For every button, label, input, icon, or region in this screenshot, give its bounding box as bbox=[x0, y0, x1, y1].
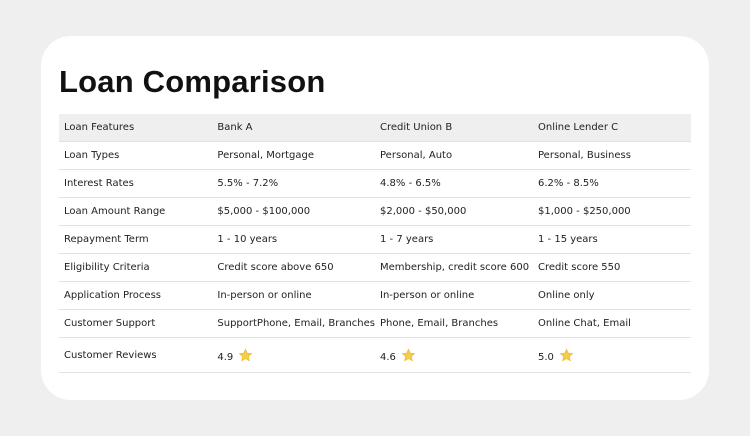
table-body: Loan Types Personal, Mortgage Personal, Au… bbox=[59, 141, 691, 373]
cell-text: 4.8% - 6.5% bbox=[380, 178, 441, 189]
cell-text: Membership, credit score 600 bbox=[380, 262, 530, 273]
table-cell: Personal, Mortgage bbox=[212, 141, 375, 170]
cell-text: 1 - 10 years bbox=[217, 234, 278, 245]
column-header: Loan Features bbox=[59, 114, 213, 142]
cell-text: 6.2% - 8.5% bbox=[538, 178, 599, 189]
table-cell: Customer Support bbox=[59, 309, 213, 338]
table-cell: Loan Types bbox=[59, 141, 213, 170]
table-cell: In-person or online bbox=[375, 281, 533, 310]
cell-text: Online Chat, Email bbox=[538, 318, 631, 329]
cell-text: $5,000 - $100,000 bbox=[217, 206, 311, 217]
table-cell: In-person or online bbox=[212, 281, 375, 310]
table-cell: Membership, credit score 600 bbox=[375, 253, 533, 282]
table-cell: Personal, Business bbox=[533, 141, 691, 170]
table-cell: 6.2% - 8.5% bbox=[533, 169, 691, 198]
column-header: Online Lender C bbox=[533, 114, 691, 142]
table-cell: $1,000 - $250,000 bbox=[533, 197, 691, 226]
table-cell: Credit score 550 bbox=[533, 253, 691, 282]
table-cell: 1 - 10 years bbox=[212, 225, 375, 254]
comparison-table: Loan Features Bank A Credit Union B Online … bbox=[59, 114, 691, 373]
table-cell: Loan Amount Range bbox=[59, 197, 213, 226]
cell-text: Personal, Business bbox=[538, 150, 631, 161]
column-header: Bank A bbox=[212, 114, 375, 142]
cell-text: In-person or online bbox=[217, 290, 312, 301]
table-row: Interest Rates 5.5% - 7.2% 4.8% - 6.5% 6.2%… bbox=[59, 169, 691, 198]
cell-text: SupportPhone, Email, Branches bbox=[217, 318, 375, 329]
table-cell: Application Process bbox=[59, 281, 213, 310]
cell-text: 5.5% - 7.2% bbox=[217, 178, 279, 189]
table-cell: 5.0 bbox=[533, 337, 691, 373]
cell-text: $1,000 - $250,000 bbox=[538, 206, 631, 217]
cell-text: Credit score above 650 bbox=[217, 262, 334, 273]
cell-text: Loan Types bbox=[64, 150, 120, 161]
cell-text: Interest Rates bbox=[64, 178, 134, 189]
star-icon bbox=[401, 348, 416, 361]
star-icon bbox=[559, 348, 574, 361]
table-cell: Online Chat, Email bbox=[533, 309, 691, 338]
cell-text: Online only bbox=[538, 290, 595, 301]
table-cell: 1 - 7 years bbox=[375, 225, 533, 254]
cell-text: Customer Support bbox=[64, 318, 156, 329]
cell-text: Application Process bbox=[64, 290, 161, 301]
table-cell: 4.8% - 6.5% bbox=[375, 169, 533, 198]
cell-text: 1 - 7 years bbox=[380, 234, 434, 245]
table-row: Customer Reviews 4.9 4.6 5.0 bbox=[59, 337, 691, 373]
cell-text: Customer Reviews bbox=[64, 349, 157, 361]
title: Loan Comparison bbox=[59, 64, 326, 99]
table-head: Loan Features Bank A Credit Union B Online … bbox=[59, 114, 691, 142]
table-cell: $2,000 - $50,000 bbox=[375, 197, 533, 226]
table-cell: 4.6 bbox=[375, 337, 533, 373]
cell-text: In-person or online bbox=[380, 290, 475, 301]
cell-text: Repayment Term bbox=[64, 234, 149, 245]
table-cell: Customer Reviews bbox=[59, 337, 213, 373]
table-cell: 4.9 bbox=[212, 337, 375, 373]
cell-text: 1 - 15 years bbox=[538, 234, 598, 245]
cell-text: Personal, Auto bbox=[380, 150, 453, 161]
rating: 4.9 bbox=[217, 351, 234, 363]
table-row: Repayment Term 1 - 10 years 1 - 7 years 1 -… bbox=[59, 225, 691, 254]
table-cell: Online only bbox=[533, 281, 691, 310]
table-cell: Repayment Term bbox=[59, 225, 213, 254]
table-row: Loan Amount Range $5,000 - $100,000 $2,000… bbox=[59, 197, 691, 226]
cell-text: Credit score 550 bbox=[538, 262, 621, 273]
table-cell: 5.5% - 7.2% bbox=[212, 169, 375, 198]
table-cell: 1 - 15 years bbox=[533, 225, 691, 254]
table-cell: $5,000 - $100,000 bbox=[212, 197, 375, 226]
cell-text: Eligibility Criteria bbox=[64, 262, 150, 273]
header-row: Loan Features Bank A Credit Union B Online … bbox=[59, 114, 691, 142]
table-cell: Eligibility Criteria bbox=[59, 253, 213, 282]
table-row: Customer Support SupportPhone, Email, Bra… bbox=[59, 309, 691, 338]
cell-text: Phone, Email, Branches bbox=[380, 318, 499, 329]
table-row: Eligibility Criteria Credit score above 6… bbox=[59, 253, 691, 282]
rating: 5.0 bbox=[538, 351, 554, 363]
column-header: Credit Union B bbox=[375, 114, 533, 142]
cell-text: Loan Amount Range bbox=[64, 206, 166, 217]
cell-text: Personal, Mortgage bbox=[217, 150, 315, 161]
card: Loan Comparison Loan Features Bank A Credi… bbox=[41, 36, 709, 400]
rating: 4.6 bbox=[380, 351, 396, 363]
table-cell: Personal, Auto bbox=[375, 141, 533, 170]
table-cell: SupportPhone, Email, Branches bbox=[212, 309, 375, 338]
star-icon bbox=[238, 348, 253, 361]
table-row: Loan Types Personal, Mortgage Personal, Au… bbox=[59, 141, 691, 170]
table-cell: Credit score above 650 bbox=[212, 253, 375, 282]
cell-text: $2,000 - $50,000 bbox=[380, 206, 467, 217]
table-cell: Phone, Email, Branches bbox=[375, 309, 533, 338]
table-row: Application Process In-person or online In… bbox=[59, 281, 691, 310]
table-cell: Interest Rates bbox=[59, 169, 213, 198]
